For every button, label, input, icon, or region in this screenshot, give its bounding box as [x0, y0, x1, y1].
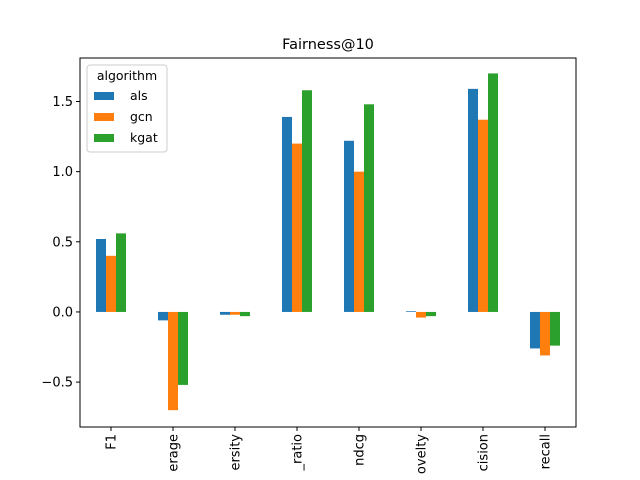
bar-kgat-ndcg: [364, 104, 374, 312]
legend: algorithm als gcn kgat: [86, 64, 168, 153]
bar-kgat-F1: [116, 233, 126, 312]
bar-kgat-coverage: [178, 311, 188, 385]
bar-als-F1: [96, 238, 106, 312]
bar-als-novelty: [406, 311, 416, 312]
x-tick-label-diversity: ersity: [229, 434, 244, 471]
bar-gcn-hit_ratio: [292, 143, 302, 312]
legend-swatch-gcn: [94, 113, 114, 121]
x-tick-label-F1: F1: [105, 434, 120, 450]
legend-label-kgat: kgat: [130, 130, 158, 145]
x-tick-label-precision: cision: [477, 434, 492, 471]
bar-als-recall: [530, 311, 540, 349]
y-tick-label: 1.0: [52, 165, 73, 180]
x-tick-label-hit_ratio: _ratio: [291, 434, 306, 472]
bar-gcn-precision: [478, 119, 488, 312]
y-tick-label: 1.5: [52, 95, 73, 110]
legend-label-gcn: gcn: [130, 109, 153, 124]
bar-kgat-recall: [550, 311, 560, 346]
chart-title: Fairness@10: [282, 37, 374, 53]
bar-kgat-hit_ratio: [302, 90, 312, 312]
bar-gcn-recall: [540, 311, 550, 356]
legend-label-als: als: [130, 88, 148, 103]
x-axis: F1 erage ersity _ratio ndcg ovelty cision recal…: [105, 427, 554, 474]
bar-kgat-precision: [488, 73, 498, 312]
legend-swatch-kgat: [94, 134, 114, 142]
x-tick-label-novelty: ovelty: [415, 434, 430, 474]
x-tick-label-ndcg: ndcg: [353, 434, 368, 466]
y-tick-label: 0.5: [52, 235, 73, 250]
bar-als-coverage: [158, 311, 168, 321]
bar-als-precision: [468, 88, 478, 312]
legend-swatch-als: [94, 92, 114, 100]
bar-gcn-coverage: [168, 311, 178, 411]
legend-title: algorithm: [97, 68, 157, 83]
bar-group: [96, 73, 560, 411]
bar-gcn-F1: [106, 255, 116, 312]
bar-gcn-novelty: [416, 311, 426, 318]
legend-box: [86, 64, 168, 153]
bar-als-hit_ratio: [282, 116, 292, 312]
x-tick-label-coverage: erage: [167, 434, 182, 472]
y-tick-label: 0.0: [52, 305, 73, 320]
y-tick-label: −0.5: [41, 376, 73, 391]
bar-kgat-diversity: [240, 311, 250, 317]
y-axis: −0.5 0.0 0.5 1.0 1.5: [41, 95, 80, 391]
bar-gcn-diversity: [230, 311, 240, 315]
bar-als-ndcg: [344, 140, 354, 312]
bar-kgat-novelty: [426, 311, 436, 317]
axes-frame: [79, 57, 577, 428]
x-tick-label-recall: recall: [539, 434, 554, 469]
bar-gcn-ndcg: [354, 171, 364, 312]
bar-als-diversity: [220, 311, 230, 315]
